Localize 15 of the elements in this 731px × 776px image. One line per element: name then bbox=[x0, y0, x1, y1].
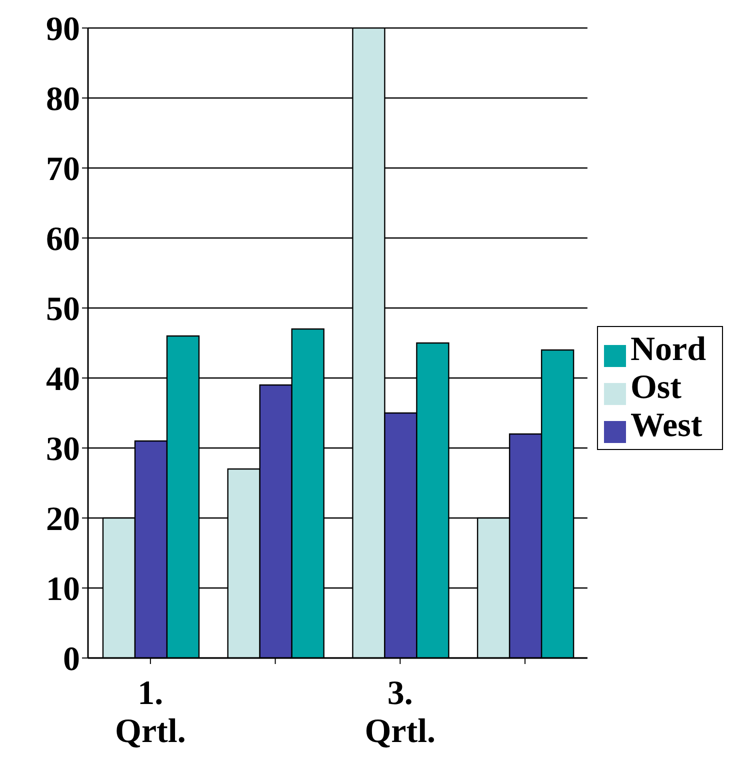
y-tick-label: 70 bbox=[46, 151, 80, 188]
legend-label: West bbox=[630, 407, 702, 444]
y-tick-label: 50 bbox=[46, 291, 80, 328]
x-tick-label: 1. Qrtl. bbox=[115, 675, 186, 750]
legend-label: Ost bbox=[630, 369, 682, 406]
y-tick-label: 30 bbox=[46, 431, 80, 468]
y-tick-label: 10 bbox=[46, 571, 80, 608]
x-tick-label: 3. Qrtl. bbox=[364, 675, 436, 750]
y-tick-label: 40 bbox=[46, 361, 80, 398]
legend-label: Nord bbox=[630, 331, 706, 368]
y-tick-label: 80 bbox=[46, 81, 80, 118]
y-tick-label: 20 bbox=[46, 501, 80, 538]
y-tick-label: 0 bbox=[63, 641, 80, 678]
y-tick-label: 60 bbox=[46, 221, 80, 258]
y-tick-label: 90 bbox=[46, 11, 80, 48]
